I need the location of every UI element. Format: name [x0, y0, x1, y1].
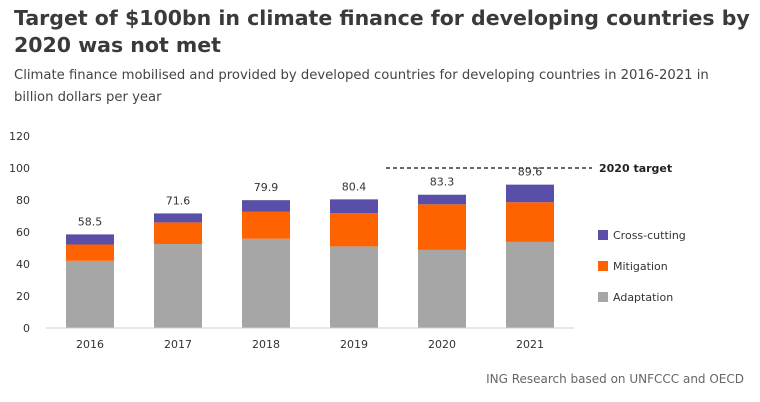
- bar-mitigation: [66, 244, 114, 261]
- bar-cross-cutting: [154, 213, 202, 223]
- bar-total-label: 80.4: [342, 180, 367, 193]
- y-tick-label: 100: [9, 162, 30, 175]
- legend: Cross-cutting Mitigation Adaptation: [598, 229, 686, 304]
- x-tick-label: 2017: [164, 338, 192, 351]
- bar-cross-cutting: [418, 194, 466, 205]
- bar-mitigation: [506, 202, 554, 242]
- source-note: ING Research based on UNFCCC and OECD: [486, 372, 744, 386]
- bar-adaptation: [242, 238, 290, 328]
- bar-mitigation: [418, 204, 466, 250]
- bar-adaptation: [154, 244, 202, 328]
- y-tick-label: 20: [16, 290, 30, 303]
- x-tick-label: 2018: [252, 338, 280, 351]
- stacked-bar-chart: 0 20 40 60 80 100 120 58.5 71.6 79.9 80.4 83.3 89.6…: [9, 130, 686, 351]
- bar-adaptation: [330, 246, 378, 328]
- x-tick-label: 2021: [516, 338, 544, 351]
- x-tick-label: 2016: [76, 338, 104, 351]
- legend-label: Cross-cutting: [613, 229, 686, 242]
- bar-cross-cutting: [66, 234, 114, 245]
- bar-cross-cutting: [330, 199, 378, 214]
- y-tick-label: 0: [23, 322, 30, 335]
- bar-total-label: 79.9: [254, 181, 279, 194]
- y-tick-label: 80: [16, 194, 30, 207]
- y-tick-label: 120: [9, 130, 30, 143]
- bar-total-label: 58.5: [78, 215, 103, 228]
- bar-adaptation: [506, 241, 554, 328]
- bar-total-label: 89.6: [518, 166, 543, 179]
- bar-mitigation: [330, 213, 378, 247]
- bar-adaptation: [418, 249, 466, 328]
- legend-swatch: [598, 230, 608, 240]
- target-label: 2020 target: [599, 162, 672, 175]
- y-tick-label: 60: [16, 226, 30, 239]
- x-tick-label: 2020: [428, 338, 456, 351]
- bar-mitigation: [242, 211, 290, 239]
- bar-total-label: 71.6: [166, 194, 191, 207]
- bars: 58.5 71.6 79.9 80.4 83.3 89.6: [66, 166, 554, 328]
- y-tick-label: 40: [16, 258, 30, 271]
- y-axis: 0 20 40 60 80 100 120: [9, 130, 30, 335]
- legend-swatch: [598, 261, 608, 271]
- bar-adaptation: [66, 260, 114, 328]
- chart-subtitle: Climate finance mobilised and provided b…: [14, 68, 709, 105]
- x-axis: 2016 2017 2018 2019 2020 2021: [46, 327, 574, 351]
- target-line-group: 2020 target: [386, 162, 672, 175]
- bar-total-label: 83.3: [430, 176, 455, 189]
- legend-swatch: [598, 292, 608, 302]
- x-tick-label: 2019: [340, 338, 368, 351]
- legend-label: Adaptation: [613, 291, 673, 304]
- bar-cross-cutting: [242, 200, 290, 212]
- bar-mitigation: [154, 222, 202, 244]
- chart-title: Target of $100bn in climate finance for …: [14, 6, 750, 57]
- legend-label: Mitigation: [613, 260, 668, 273]
- bar-cross-cutting: [506, 184, 554, 203]
